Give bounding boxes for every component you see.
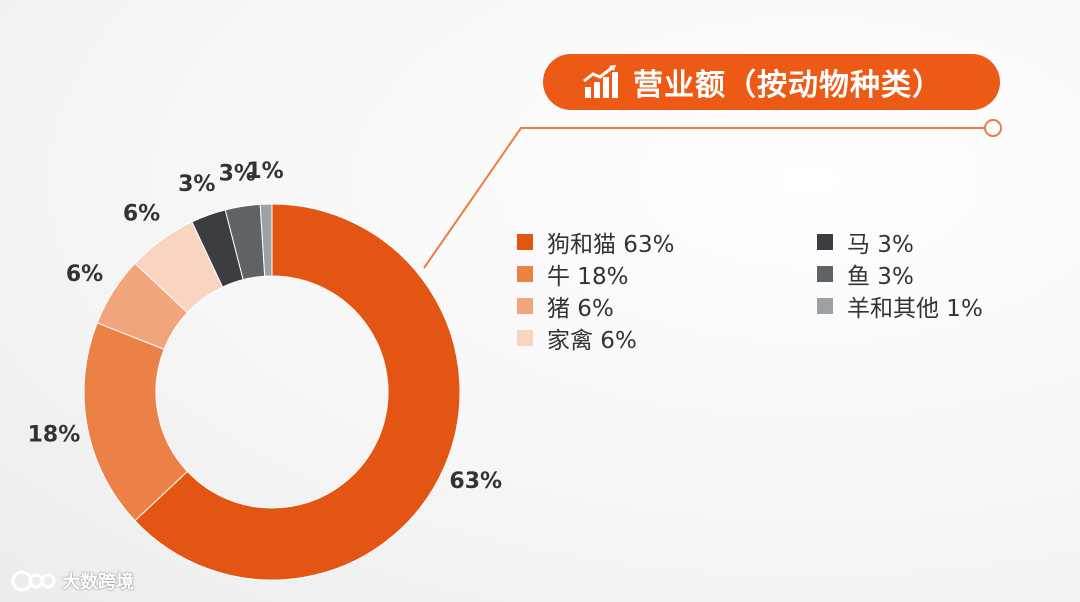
leader-line-path bbox=[423, 127, 985, 269]
slice-label-1: 18% bbox=[28, 423, 81, 448]
legend-label: 羊和其他 1% bbox=[847, 296, 983, 322]
legend-item-poultry: 家禽 6% bbox=[517, 322, 674, 354]
chart-title: 营业额（按动物种类） bbox=[633, 68, 943, 103]
slice-labels: 63%18%6%6%3% 3%1% bbox=[28, 159, 502, 494]
brand-logo-icon bbox=[11, 570, 56, 592]
legend-swatch bbox=[517, 298, 533, 314]
slice-label-3: 6% bbox=[123, 201, 160, 226]
growth-chart-icon bbox=[583, 65, 618, 98]
legend-item-dogs-cats: 狗和猫 63% bbox=[517, 226, 674, 258]
legend-swatch bbox=[517, 266, 533, 282]
slice-label-5: 3% bbox=[219, 162, 256, 187]
slice-label-6: 1% bbox=[246, 159, 283, 184]
legend-swatch bbox=[517, 234, 533, 250]
slice-label-4: 3% bbox=[178, 172, 215, 197]
watermark: 大数跨境 bbox=[10, 568, 134, 594]
legend-item-fish: 鱼 3% bbox=[817, 258, 983, 290]
watermark-text: 大数跨境 bbox=[62, 572, 134, 593]
legend-item-pigs: 猪 6% bbox=[517, 290, 674, 322]
legend-right-column: 马 3% 鱼 3% 羊和其他 1% bbox=[817, 226, 983, 322]
donut-slice-6 bbox=[259, 203, 273, 277]
chart-title-banner: 营业额（按动物种类） bbox=[543, 54, 1000, 110]
legend-label: 家禽 6% bbox=[547, 328, 637, 354]
legend-swatch bbox=[817, 266, 833, 282]
legend-swatch bbox=[817, 298, 833, 314]
legend-item-sheep-others: 羊和其他 1% bbox=[817, 290, 983, 322]
legend-swatch bbox=[517, 330, 533, 346]
legend-swatch bbox=[817, 234, 833, 250]
legend-item-horses: 马 3% bbox=[817, 226, 983, 258]
legend-label: 马 3% bbox=[847, 232, 914, 258]
legend-item-cattle: 牛 18% bbox=[517, 258, 674, 290]
legend-label: 鱼 3% bbox=[847, 264, 914, 290]
legend-left-column: 狗和猫 63% 牛 18% 猪 6% 家禽 6% bbox=[517, 226, 674, 354]
donut-slices bbox=[83, 203, 461, 581]
slice-label-2: 6% bbox=[66, 262, 103, 287]
slice-label-0: 63% bbox=[449, 469, 502, 494]
legend-label: 猪 6% bbox=[547, 296, 614, 322]
legend-label: 牛 18% bbox=[547, 264, 629, 290]
donut-slice-0 bbox=[134, 203, 461, 581]
leader-line bbox=[423, 119, 1002, 269]
legend-label: 狗和猫 63% bbox=[547, 232, 675, 258]
leader-line-endpoint bbox=[984, 119, 1002, 137]
